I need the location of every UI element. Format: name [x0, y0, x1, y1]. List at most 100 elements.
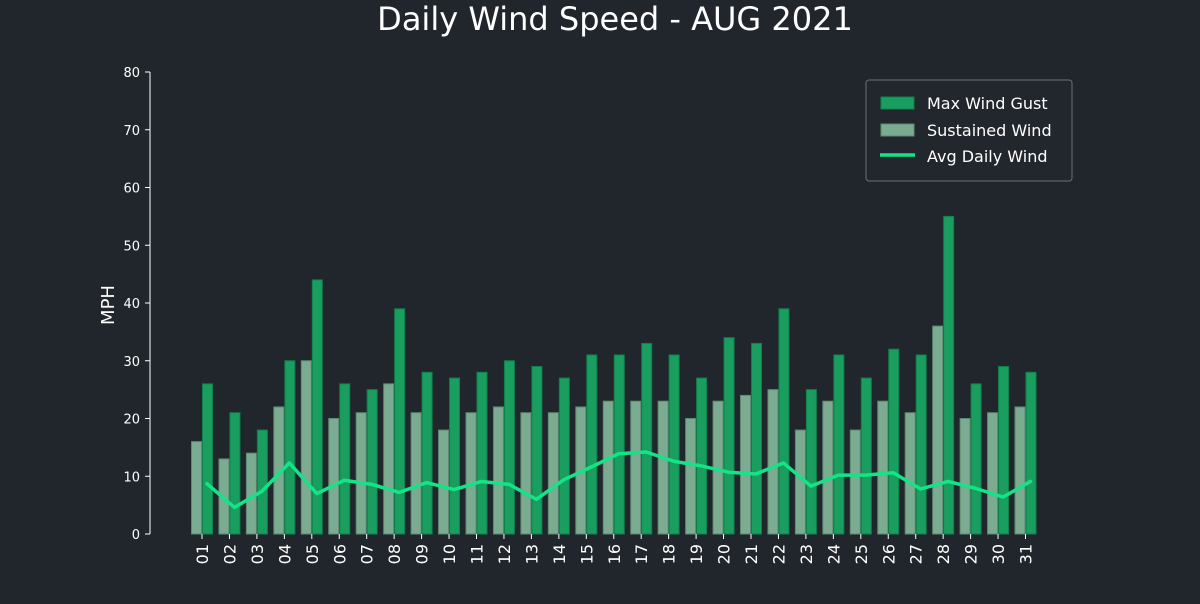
max-wind-gust-bar-18 — [668, 354, 680, 535]
sustained-wind-bar-27 — [904, 412, 916, 535]
max-wind-gust-bar-16 — [613, 354, 625, 535]
sustained-wind-bar-12 — [492, 406, 504, 535]
y-tick-label-30: 30 — [123, 355, 140, 370]
x-tick-label-14: 14 — [550, 544, 569, 564]
max-wind-gust-bar-03 — [256, 429, 268, 535]
x-tick-label-10: 10 — [440, 544, 459, 564]
max-wind-gust-bar-14 — [558, 377, 570, 535]
max-wind-gust-bar-26 — [888, 348, 900, 535]
max-wind-gust-bar-20 — [723, 337, 735, 535]
sustained-wind-bar-18 — [657, 400, 669, 535]
x-tick-label-21: 21 — [742, 544, 761, 564]
x-tick-label-16: 16 — [605, 544, 624, 564]
sustained-wind-bar-26 — [877, 400, 889, 535]
x-tick-label-07: 07 — [358, 544, 377, 564]
x-tick-label-01: 01 — [193, 544, 212, 564]
chart-title: Daily Wind Speed - AUG 2021 — [377, 0, 853, 38]
x-tick-label-25: 25 — [852, 544, 871, 564]
max-wind-gust-bar-15 — [586, 354, 598, 535]
x-tick-label-31: 31 — [1017, 544, 1036, 564]
x-tick-label-22: 22 — [769, 544, 788, 564]
max-wind-gust-bar-25 — [860, 377, 872, 535]
legend-label-max-wind-gust: Max Wind Gust — [927, 94, 1048, 113]
sustained-wind-bar-30 — [987, 412, 999, 535]
y-tick-label-80: 80 — [123, 66, 140, 81]
x-tick-label-08: 08 — [385, 544, 404, 564]
max-wind-gust-bar-04 — [284, 360, 296, 535]
sustained-wind-bar-28 — [932, 325, 944, 535]
x-tick-label-15: 15 — [577, 544, 596, 564]
sustained-wind-bar-19 — [685, 418, 697, 535]
max-wind-gust-bar-17 — [641, 342, 653, 535]
bars-layer — [191, 215, 1037, 535]
max-wind-gust-bar-30 — [998, 366, 1010, 535]
x-tick-label-11: 11 — [468, 544, 487, 564]
y-tick-label-40: 40 — [123, 297, 140, 312]
x-tick-label-20: 20 — [715, 544, 734, 564]
y-tick-label-60: 60 — [123, 182, 140, 197]
max-wind-gust-bar-11 — [476, 371, 488, 535]
legend-label-sustained-wind: Sustained Wind — [927, 121, 1052, 140]
sustained-wind-bar-08 — [383, 383, 395, 535]
max-wind-gust-bar-23 — [805, 389, 817, 535]
max-wind-gust-bar-02 — [229, 412, 241, 535]
x-tick-label-26: 26 — [879, 544, 898, 564]
y-tick-label-0: 0 — [132, 528, 140, 543]
max-wind-gust-bar-08 — [394, 308, 406, 535]
max-wind-gust-bar-27 — [915, 354, 927, 535]
sustained-wind-bar-14 — [547, 412, 559, 535]
sustained-wind-bar-09 — [410, 412, 422, 535]
legend: Max Wind Gust Sustained Wind Avg Daily W… — [865, 79, 1073, 182]
line-layer — [205, 450, 1033, 510]
max-wind-gust-bar-29 — [970, 383, 982, 535]
x-tick-label-09: 09 — [413, 544, 432, 564]
max-wind-gust-bar-28 — [943, 215, 955, 535]
x-tick-label-05: 05 — [303, 544, 322, 564]
sustained-wind-bar-25 — [849, 429, 861, 535]
sustained-wind-bar-11 — [465, 412, 477, 535]
max-wind-gust-bar-13 — [531, 366, 543, 535]
x-tick-label-19: 19 — [687, 544, 706, 564]
x-tick-label-12: 12 — [495, 544, 514, 564]
sustained-wind-bar-01 — [191, 441, 202, 535]
y-tick-label-70: 70 — [123, 124, 140, 139]
sustained-wind-bar-29 — [959, 418, 971, 535]
y-tick-label-50: 50 — [123, 239, 140, 254]
x-tick-label-28: 28 — [934, 544, 953, 564]
max-wind-gust-bar-12 — [503, 360, 515, 535]
sustained-wind-bar-31 — [1014, 406, 1026, 535]
y-tick-label-20: 20 — [123, 413, 140, 428]
x-tick-label-24: 24 — [824, 544, 843, 564]
max-wind-gust-bar-01 — [202, 383, 213, 535]
x-tick-label-18: 18 — [660, 544, 679, 564]
max-wind-gust-bar-21 — [751, 342, 762, 535]
sustained-wind-bar-17 — [630, 400, 642, 535]
y-axis-label: MPH — [98, 285, 119, 325]
sustained-wind-bar-24 — [822, 400, 834, 535]
x-tick-label-27: 27 — [907, 544, 926, 564]
legend-swatch-max-wind-gust — [880, 96, 915, 110]
max-wind-gust-bar-10 — [449, 377, 461, 535]
sustained-wind-bar-06 — [328, 418, 340, 535]
sustained-wind-bar-05 — [300, 360, 312, 535]
sustained-wind-bar-16 — [602, 400, 614, 535]
sustained-wind-bar-10 — [438, 429, 450, 535]
legend-box — [865, 79, 1073, 182]
max-wind-gust-bar-06 — [339, 383, 351, 535]
x-tick-label-29: 29 — [962, 544, 981, 564]
max-wind-gust-bar-22 — [778, 308, 790, 535]
legend-label-avg-daily-wind: Avg Daily Wind — [927, 147, 1048, 166]
sustained-wind-bar-13 — [520, 412, 532, 535]
x-tick-label-23: 23 — [797, 544, 816, 564]
sustained-wind-bar-21 — [740, 394, 751, 535]
max-wind-gust-bar-09 — [421, 371, 433, 535]
max-wind-gust-bar-31 — [1025, 371, 1037, 535]
x-tick-label-03: 03 — [248, 544, 267, 564]
max-wind-gust-bar-24 — [833, 354, 845, 535]
sustained-wind-bar-07 — [355, 412, 367, 535]
x-tick-label-17: 17 — [632, 544, 651, 564]
x-tick-label-02: 02 — [220, 544, 239, 564]
sustained-wind-bar-22 — [767, 389, 779, 535]
legend-swatch-sustained-wind — [880, 123, 915, 137]
